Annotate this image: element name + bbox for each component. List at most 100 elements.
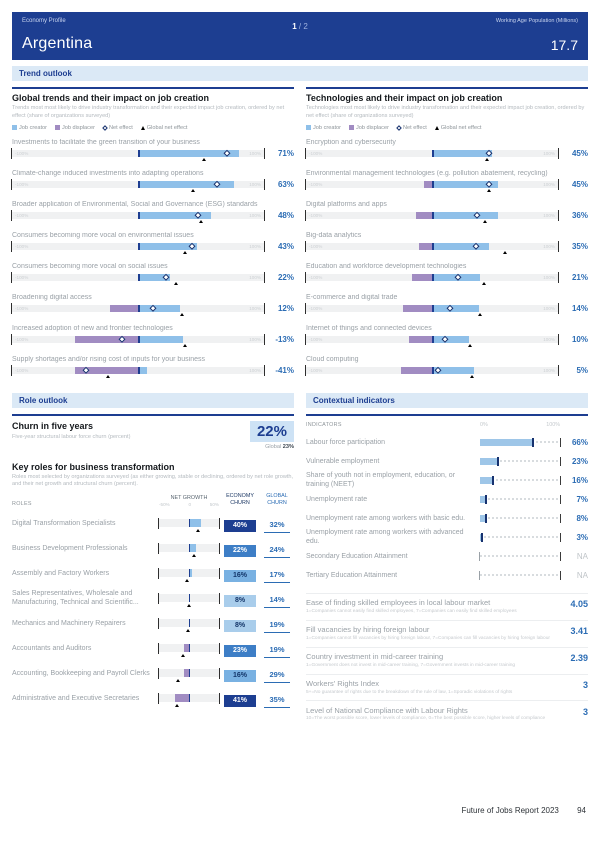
job-creator-bar (138, 180, 234, 188)
indicator-track-dashes (480, 498, 560, 501)
global-net-effect-marker (470, 375, 475, 379)
global-net-effect-marker (191, 189, 196, 193)
technologies-title: Technologies and their impact on job cre… (306, 93, 503, 103)
role-label: Accountants and Auditors (12, 644, 92, 652)
net-effect-value: -13% (275, 334, 294, 344)
legend-item: Global net effect (434, 125, 481, 131)
legend-item: Job creator (12, 125, 47, 131)
axis-tick-left (305, 240, 307, 252)
axis-tick-left (11, 364, 13, 376)
axis-max-label: 100% (543, 336, 555, 342)
global-churn-value: 29% (264, 670, 290, 683)
net-growth-header-label: NET GROWTH (170, 494, 208, 501)
trend-row-label: Education and workforce development tech… (306, 262, 467, 270)
trends-subtitle: Trends most most likely to drive industr… (12, 105, 285, 119)
indicator-track (479, 551, 561, 561)
job-displacer-bar (403, 304, 432, 312)
axis-min-label: -100% (15, 367, 29, 373)
growth-tick-right (218, 542, 220, 554)
trend-row-label: Internet of things and connected devices (306, 324, 432, 332)
global-churn-value: 24% (264, 545, 290, 558)
axis-min-label: -100% (309, 274, 323, 280)
growth-global-marker (176, 678, 181, 682)
economy-churn-value: 22% (224, 544, 256, 557)
trend-row-label: Digital platforms and apps (306, 200, 387, 208)
economy-churn-cell: 8% (220, 614, 260, 632)
net-growth-bar (189, 544, 197, 553)
net-growth-bar (184, 644, 189, 653)
axis-tick-right (263, 209, 265, 221)
indicator-value-marker (484, 494, 487, 504)
score-value: 2.39 (570, 653, 588, 664)
legend-item: Global net effect (140, 125, 187, 131)
global-net-effect-marker (199, 220, 203, 224)
global-churn-cell: 24% (260, 539, 294, 558)
net-effect-value: 14% (571, 303, 588, 313)
job-displacer-bar (110, 304, 138, 312)
axis-min-label: -100% (15, 305, 29, 311)
page-current: 1 (292, 22, 297, 31)
zero-axis-line (138, 211, 140, 219)
trend-row: Education and workforce development tech… (305, 262, 588, 286)
trend-bar-line: -100% 100% 12% (11, 302, 294, 317)
job-creator-swatch (12, 125, 17, 131)
net-effect-value: 10% (571, 334, 588, 344)
global-churn-cell: 29% (260, 664, 294, 683)
axis-tick-right (263, 147, 265, 159)
axis-min-label: -100% (15, 243, 29, 249)
global-net-effect-marker (467, 344, 472, 348)
job-creator-bar (138, 273, 170, 281)
trend-bar-track: -100% 100% (305, 209, 559, 224)
axis-tick-left (305, 271, 307, 283)
legend-label: Net effect (402, 124, 427, 131)
zero-axis-line (432, 211, 434, 219)
global-net-effect-marker (485, 158, 490, 162)
churn-values: 22% Global 23% (224, 420, 294, 450)
job-creator-bar (432, 149, 493, 157)
net-effect-value: 48% (277, 210, 294, 220)
axis-tick-left (305, 333, 307, 345)
net-growth-bar (189, 569, 193, 578)
score-value: 4.05 (570, 599, 588, 610)
role-row: Assembly and Factory Workers 16% 17% (12, 561, 294, 586)
page-separator: / (298, 22, 302, 31)
indicator-fill (480, 476, 493, 484)
trend-row-label: Investments to facilitate the green tran… (12, 138, 200, 146)
trend-bar-line: -100% 100% 36% (305, 209, 588, 224)
legend-item: Net effect (102, 125, 133, 131)
roles-table-header: ROLES NET GROWTH -50% 0 50% ECONOMY CHUR… (12, 493, 294, 511)
section-trend-outlook: Trend outlook (12, 66, 588, 81)
trend-bar-track: -100% 100% (11, 178, 265, 193)
trend-bar-track: -100% 100% (11, 271, 265, 286)
score-row: Country investment in mid-career trainin… (306, 646, 588, 674)
net-effect-value: 35% (571, 241, 588, 251)
trend-row-label: Consumers becoming more vocal on social … (12, 262, 168, 270)
economy-churn-cell: 23% (220, 639, 260, 657)
trend-bar-track: -100% 100% (11, 147, 265, 162)
global-churn-cell: 17% (260, 564, 294, 583)
trend-row: E-commerce and digital trade -100% 100% 14% (305, 294, 588, 317)
trend-row: Increased adoption of new and frontier t… (11, 325, 294, 348)
trend-row-label: Broadening digital access (12, 293, 92, 301)
axis-tick-left (11, 271, 13, 283)
role-label: Mechanics and Machinery Repairers (12, 619, 126, 627)
trend-bar-line: -100% 100% 43% (11, 240, 294, 255)
axis-max-label: 100% (249, 336, 261, 342)
churn-subtitle: Five-year structural labour force churn … (12, 433, 131, 440)
net-growth-bar (175, 694, 189, 703)
indicators-header-spacer (560, 422, 588, 428)
score-row: Workers' Rights Index 5+=No guarantee of … (306, 673, 588, 701)
trend-bar-track: -100% 100% (305, 178, 559, 193)
indicator-track (480, 532, 561, 542)
job-displacer-bar (75, 366, 138, 374)
indicator-fill (480, 457, 499, 465)
report-name: Future of Jobs Report 2023 (461, 806, 559, 815)
economy-churn-value: 40% (224, 519, 256, 532)
legend-item: Job displacer (54, 125, 95, 131)
growth-tick-left (158, 692, 160, 704)
indicator-end-tick (559, 494, 561, 504)
net-effect-diamond-icon (396, 124, 402, 131)
growth-global-marker (185, 578, 190, 582)
indicator-label: Share of youth not in employment, educat… (306, 472, 456, 489)
net-growth-track (158, 517, 220, 532)
